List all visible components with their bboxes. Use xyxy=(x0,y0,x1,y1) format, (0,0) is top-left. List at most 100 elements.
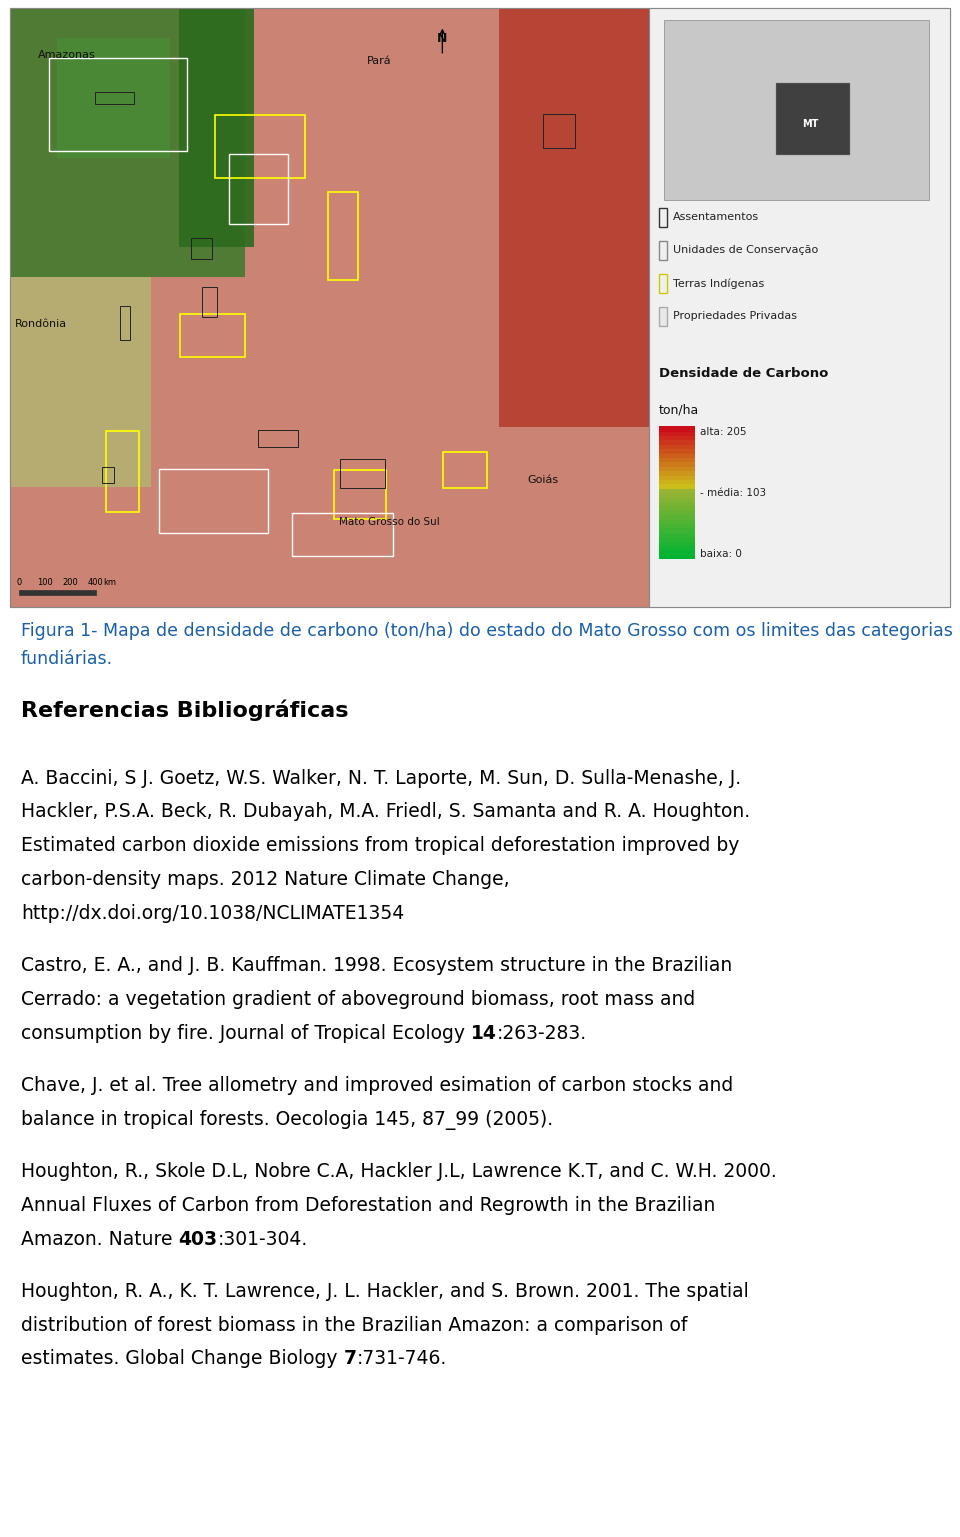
Text: Houghton, R. A., K. T. Lawrence, J. L. Hackler, and S. Brown. 2001. The spatial: Houghton, R. A., K. T. Lawrence, J. L. H… xyxy=(21,1282,749,1300)
Bar xyxy=(215,115,305,178)
Text: Unidades de Conservação: Unidades de Conservação xyxy=(673,246,818,255)
Text: Cerrado: a vegetation gradient of aboveground biomass, root mass and: Cerrado: a vegetation gradient of aboveg… xyxy=(21,990,695,1008)
Bar xyxy=(659,207,667,226)
Bar xyxy=(659,483,695,489)
Bar xyxy=(180,314,245,357)
Text: Estimated carbon dioxide emissions from tropical deforestation improved by: Estimated carbon dioxide emissions from … xyxy=(21,836,739,855)
Bar xyxy=(333,470,387,518)
Bar xyxy=(659,466,695,472)
Text: baixa: 0: baixa: 0 xyxy=(700,549,742,559)
Bar xyxy=(659,509,695,515)
Bar xyxy=(340,460,385,489)
Text: km: km xyxy=(104,578,117,587)
Text: Mato Grosso do Sul: Mato Grosso do Sul xyxy=(339,516,440,527)
Text: A. Baccini, S J. Goetz, W.S. Walker, N. T. Laporte, M. Sun, D. Sulla-Menashe, J.: A. Baccini, S J. Goetz, W.S. Walker, N. … xyxy=(21,768,741,787)
Text: 403: 403 xyxy=(179,1230,218,1248)
Text: - média: 103: - média: 103 xyxy=(700,489,766,498)
Bar xyxy=(444,452,487,489)
Bar xyxy=(659,535,695,541)
Text: Annual Fluxes of Carbon from Deforestation and Regrowth in the Brazilian: Annual Fluxes of Carbon from Deforestati… xyxy=(21,1196,715,1214)
Bar xyxy=(659,426,695,432)
Bar xyxy=(159,469,268,533)
Text: 100: 100 xyxy=(36,578,53,587)
Bar xyxy=(649,8,950,607)
Bar xyxy=(659,274,667,292)
Bar xyxy=(120,306,131,340)
Text: :731-746.: :731-746. xyxy=(356,1349,446,1368)
Text: 0: 0 xyxy=(16,578,22,587)
Text: Densidade de Carbono: Densidade de Carbono xyxy=(659,367,828,380)
Bar xyxy=(103,467,113,483)
Bar xyxy=(10,8,649,607)
Bar xyxy=(659,518,695,524)
Text: Amazonas: Amazonas xyxy=(38,49,96,60)
Bar xyxy=(542,114,575,148)
Text: Assentamentos: Assentamentos xyxy=(673,212,759,223)
Text: distribution of forest biomass in the Brazilian Amazon: a comparison of: distribution of forest biomass in the Br… xyxy=(21,1316,687,1334)
Bar xyxy=(659,523,695,529)
Bar xyxy=(499,8,649,427)
Bar xyxy=(776,83,850,155)
Bar xyxy=(10,8,649,607)
Text: Terras Indígenas: Terras Indígenas xyxy=(673,278,764,289)
Bar xyxy=(49,57,186,151)
Text: :301-304.: :301-304. xyxy=(218,1230,308,1248)
Bar xyxy=(659,440,695,444)
Text: Rondônia: Rondônia xyxy=(14,320,66,329)
Text: N: N xyxy=(437,32,447,45)
Text: carbon-density maps. 2012 Nature Climate Change,: carbon-density maps. 2012 Nature Climate… xyxy=(21,870,510,888)
Bar xyxy=(664,20,929,200)
Bar xyxy=(659,492,695,498)
Bar xyxy=(659,461,695,467)
Text: Goiás: Goiás xyxy=(527,475,558,486)
Bar xyxy=(190,238,212,260)
Bar xyxy=(202,287,217,317)
Text: estimates. Global Change Biology: estimates. Global Change Biology xyxy=(21,1349,344,1368)
Bar xyxy=(659,241,667,260)
Bar xyxy=(659,487,695,493)
Bar xyxy=(659,553,695,559)
Text: alta: 205: alta: 205 xyxy=(700,427,746,438)
Text: :263-283.: :263-283. xyxy=(497,1024,588,1042)
Text: consumption by fire. Journal of Tropical Ecology: consumption by fire. Journal of Tropical… xyxy=(21,1024,471,1042)
Text: http://dx.doi.org/10.1038/NCLIMATE1354: http://dx.doi.org/10.1038/NCLIMATE1354 xyxy=(21,904,404,922)
Bar xyxy=(659,307,667,326)
Text: Chave, J. et al. Tree allometry and improved esimation of carbon stocks and: Chave, J. et al. Tree allometry and impr… xyxy=(21,1076,733,1094)
Text: Pará: Pará xyxy=(367,55,392,66)
Bar xyxy=(659,544,695,550)
Text: balance in tropical forests. Oecologia 145, 87_99 (2005).: balance in tropical forests. Oecologia 1… xyxy=(21,1110,553,1130)
Bar xyxy=(659,447,695,453)
Bar xyxy=(107,430,139,512)
Bar xyxy=(659,435,695,441)
Bar xyxy=(10,8,950,607)
Bar xyxy=(659,513,695,520)
Bar xyxy=(659,549,695,555)
Bar xyxy=(659,430,695,437)
Text: Hackler, P.S.A. Beck, R. Dubayah, M.A. Friedl, S. Samanta and R. A. Houghton.: Hackler, P.S.A. Beck, R. Dubayah, M.A. F… xyxy=(21,802,751,821)
Text: 7: 7 xyxy=(344,1349,356,1368)
Bar xyxy=(659,443,695,449)
Bar xyxy=(257,430,299,447)
Text: 14: 14 xyxy=(471,1024,497,1042)
Bar xyxy=(10,277,151,487)
Text: Amazon. Nature: Amazon. Nature xyxy=(21,1230,179,1248)
Bar xyxy=(229,154,288,224)
Bar xyxy=(659,473,695,480)
Bar xyxy=(659,504,695,510)
Bar xyxy=(10,8,245,277)
Bar xyxy=(659,501,695,506)
Text: Figura 1- Mapa de densidade de carbono (ton/ha) do estado do Mato Grosso com os : Figura 1- Mapa de densidade de carbono (… xyxy=(21,622,953,641)
Text: 200: 200 xyxy=(62,578,78,587)
Bar xyxy=(57,37,170,157)
Text: Propriedades Privadas: Propriedades Privadas xyxy=(673,312,797,321)
Bar xyxy=(659,532,695,536)
Bar xyxy=(659,527,695,533)
Bar xyxy=(659,478,695,484)
Text: 400: 400 xyxy=(88,578,104,587)
Bar xyxy=(328,192,358,280)
Text: MT: MT xyxy=(802,118,818,129)
Bar xyxy=(95,92,133,105)
Bar xyxy=(659,456,695,463)
Text: Castro, E. A., and J. B. Kauffman. 1998. Ecosystem structure in the Brazilian: Castro, E. A., and J. B. Kauffman. 1998.… xyxy=(21,956,732,974)
Text: Houghton, R., Skole D.L, Nobre C.A, Hackler J.L, Lawrence K.T, and C. W.H. 2000.: Houghton, R., Skole D.L, Nobre C.A, Hack… xyxy=(21,1162,777,1180)
